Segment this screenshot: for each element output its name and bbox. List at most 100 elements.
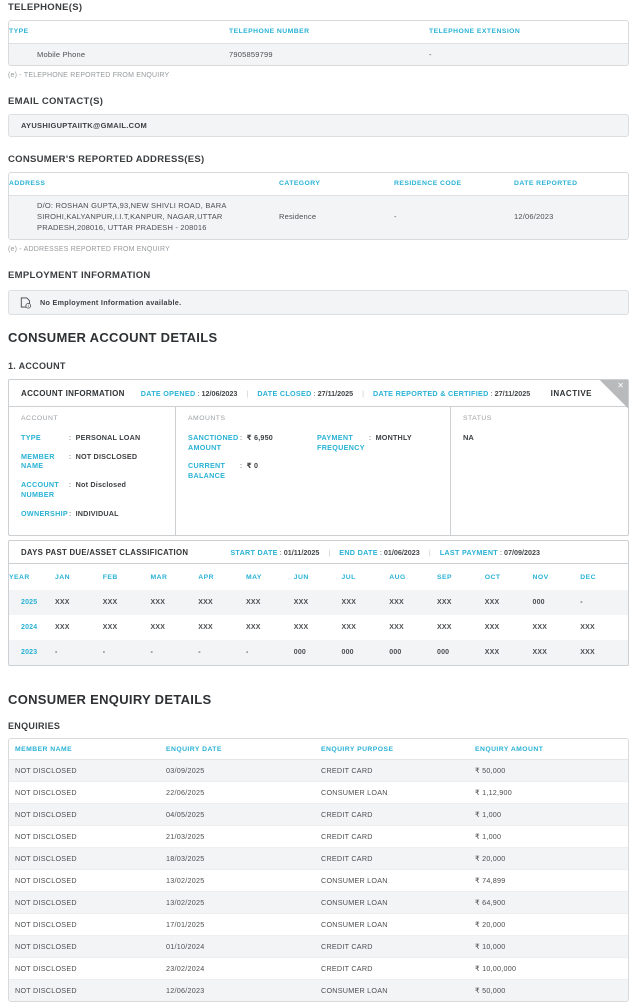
dpd-cell: XXX [198,624,213,632]
account-date-item: DATE REPORTED & CERTIFIED27/11/2025 [353,389,530,398]
column-header: CATEGORY [279,180,321,188]
field-label: OWNERSHIP [21,508,69,518]
column-header: JUL [341,573,356,581]
enquiry-date: 01/10/2024 [166,941,205,951]
enquiry-purpose: CONSUMER LOAN [321,897,388,907]
enquiry-row: NOT DISCLOSED 18/03/2025 CREDIT CARD ₹ 2… [9,847,628,870]
close-icon[interactable]: ✕ [617,381,624,390]
enquiry-row: NOT DISCLOSED 22/06/2025 CONSUMER LOAN ₹… [9,781,628,803]
dpd-meta-item: LAST PAYMENT07/09/2023 [420,548,540,557]
address-category: Residence [279,211,317,221]
dpd-cell: 000 [437,649,450,657]
enquiry-row: NOT DISCLOSED 04/05/2025 CREDIT CARD ₹ 1… [9,803,628,826]
enquiry-date: 23/02/2024 [166,963,205,973]
account-dates: DATE OPENED12/06/2023 DATE CLOSED27/11/2… [141,389,530,398]
addresses-table: ADDRESS CATEGORY RESIDENCE CODE DATE REPORT… [8,172,629,240]
enquiry-purpose: CREDIT CARD [321,941,373,951]
dpd-table: YEAR JAN FEB MAR APR MAY JUN JUL AUG SEP OCT NOV DEC… [9,564,628,666]
dpd-card: DAYS PAST DUE/ASSET CLASSIFICATION START… [8,540,629,667]
telephones-section: TELEPHONE(S) TYPE TELEPHONE NUMBER TELEPHO… [8,2,629,79]
dpd-cell: - [150,649,154,657]
dpd-cell: XXX [102,624,118,632]
column-header: DEC [580,573,596,581]
field-label: PAYMENT FREQUENCY [317,433,365,452]
dpd-cell: XXX [246,599,261,607]
column-header: MEMBER NAME [15,745,73,753]
dpd-year: 2024 [21,624,38,632]
column-header: JUN [293,573,309,581]
dpd-cell: XXX [293,624,309,632]
account-info-heading: ACCOUNT INFORMATION [21,388,125,398]
enquiry-amount: ₹ 10,000 [475,941,506,951]
enquiry-purpose: CONSUMER LOAN [321,875,388,885]
corner-ribbon: ✕ [600,380,628,408]
dpd-cell: XXX [246,624,261,632]
addresses-section: CONSUMER'S REPORTED ADDRESS(ES) ADDRESS C… [8,154,629,253]
email-address-box: AYUSHIGUPTAIITK@GMAIL.COM [8,114,629,137]
dpd-cell: XXX [341,624,357,632]
addresses-header-row: ADDRESS CATEGORY RESIDENCE CODE DATE REPORT… [9,173,628,195]
dpd-year: 2025 [21,599,38,607]
enquiry-purpose: CREDIT CARD [321,853,373,863]
dpd-cell: XXX [341,599,357,607]
amounts-column-heading: AMOUNTS [188,415,226,422]
enquiry-purpose: CONSUMER LOAN [321,986,388,996]
enquiry-amount: ₹ 1,000 [475,809,502,819]
enquiry-row: NOT DISCLOSED 01/10/2024 CREDIT CARD ₹ 1… [9,935,628,958]
address-residence-code: - [394,211,397,221]
enquiry-purpose: CREDIT CARD [321,831,373,841]
telephones-table: TYPE TELEPHONE NUMBER TELEPHONE EXTENSION … [8,20,629,66]
field-value: ₹ 0 [240,461,258,471]
enquiry-member-name: NOT DISCLOSED [15,963,77,973]
dpd-cell: 000 [389,649,402,657]
dpd-cell: XXX [55,599,70,607]
dpd-cell: XXX [484,649,500,657]
amounts-column: AMOUNTS SANCTIONED AMOUNT ₹ 6,950 PAYMEN… [176,407,451,536]
enquiry-row: NOT DISCLOSED 13/02/2025 CONSUMER LOAN ₹… [9,891,628,914]
field-value: PERSONAL LOAN [69,433,141,443]
dpd-cell: XXX [293,599,309,607]
address-row: D/O: ROSHAN GUPTA,93,NEW SHIVLI ROAD, BA… [9,195,628,239]
document-info-icon: i [19,296,32,309]
amount-field: CURRENT BALANCE ₹ 0 [188,461,309,480]
employment-title: EMPLOYMENT INFORMATION [8,270,151,281]
field-value: Not Disclosed [69,480,126,490]
enquiry-amount: ₹ 74,899 [475,875,506,885]
dpd-cell: XXX [198,599,213,607]
enquiry-amount: ₹ 50,000 [475,765,506,775]
enquiry-row: NOT DISCLOSED 03/09/2025 CREDIT CARD ₹ 5… [9,759,628,782]
column-header: OCT [484,573,501,581]
enquiry-member-name: NOT DISCLOSED [15,875,77,885]
column-header: ADDRESS [9,180,46,188]
account-card: ACCOUNT INFORMATION DATE OPENED12/06/202… [8,379,629,537]
telephone-type: Mobile Phone [37,49,86,59]
enquiry-member-name: NOT DISCLOSED [15,765,77,775]
telephone-row: Mobile Phone 7905859799 - [9,43,628,65]
enquiry-amount: ₹ 20,000 [475,853,506,863]
account-field: TYPE PERSONAL LOAN [21,433,163,443]
telephones-header-row: TYPE TELEPHONE NUMBER TELEPHONE EXTENSION [9,21,628,43]
enquiry-purpose: CREDIT CARD [321,765,373,775]
enquiry-purpose: CONSUMER LOAN [321,919,388,929]
account-field: ACCOUNT NUMBER Not Disclosed [21,480,163,499]
column-header: APR [198,573,214,581]
telephones-footnote: (e) - TELEPHONE REPORTED FROM ENQUIRY [8,72,170,79]
enquiry-amount: ₹ 20,000 [475,919,506,929]
enquiry-details-title: CONSUMER ENQUIRY DETAILS [8,692,212,708]
dpd-year-row: 2024 XXX XXX XXX XXX XXX XXX XXX XXX XXX… [9,615,628,640]
enquiry-date: 13/02/2025 [166,897,205,907]
field-label: SANCTIONED AMOUNT [188,433,239,452]
enquiry-amount: ₹ 1,000 [475,831,502,841]
column-header: MAY [246,573,262,581]
account-field: MEMBER NAME NOT DISCLOSED [21,452,163,471]
dpd-header-row: YEAR JAN FEB MAR APR MAY JUN JUL AUG SEP OCT NOV DEC [9,564,628,590]
dpd-cell: XXX [532,624,548,632]
column-header: TELEPHONE NUMBER [229,28,310,36]
field-value: INDIVIDUAL [69,509,119,519]
enquiry-member-name: NOT DISCLOSED [15,831,77,841]
email-address: AYUSHIGUPTAIITK@GMAIL.COM [21,121,148,130]
amount-field: SANCTIONED AMOUNT ₹ 6,950 [188,433,309,452]
dpd-cell: XXX [150,599,166,607]
enquiry-member-name: NOT DISCLOSED [15,897,77,907]
